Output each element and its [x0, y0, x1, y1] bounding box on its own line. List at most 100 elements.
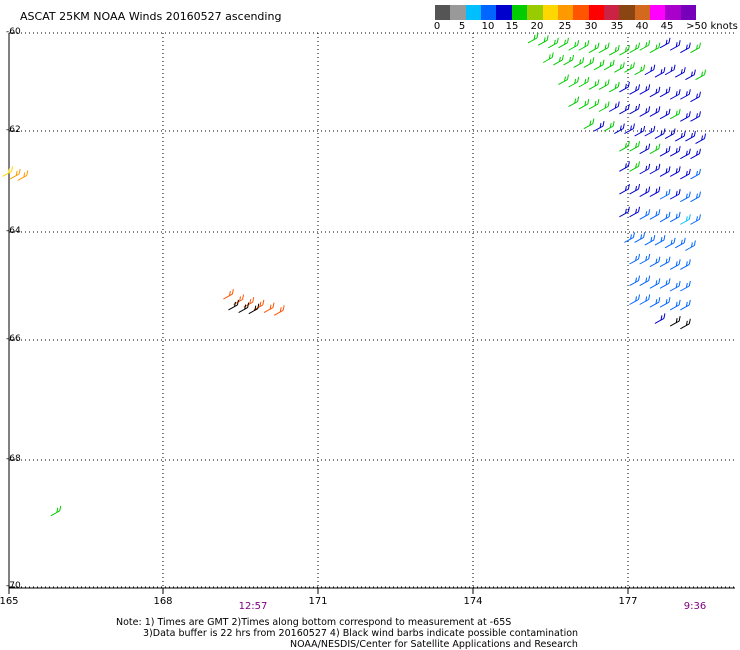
- wind-barb: [639, 253, 651, 265]
- colorbar-label: 0: [433, 21, 441, 32]
- wind-barb: [690, 168, 701, 180]
- wind-barb: [680, 191, 691, 203]
- wind-barb: [634, 232, 646, 243]
- wind-barb: [629, 103, 641, 115]
- wind-barb: [608, 101, 620, 112]
- colorbar-label: 30: [584, 21, 598, 32]
- wind-barb: [629, 84, 641, 95]
- wind-barb: [593, 59, 605, 71]
- lat-tick-label: -68: [6, 454, 21, 464]
- wind-barb: [527, 32, 539, 44]
- wind-barb: [639, 143, 651, 155]
- wind-barb: [629, 141, 641, 152]
- wind-barb: [629, 294, 641, 305]
- wind-barb: [649, 297, 661, 308]
- wind-barb: [629, 183, 641, 195]
- lat-tick-label: -70: [6, 581, 21, 591]
- wind-barb: [669, 40, 681, 51]
- wind-barb: [634, 125, 646, 137]
- wind-barb: [654, 313, 666, 324]
- colorbar-label: 45: [660, 21, 674, 32]
- lat-tick-label: -60: [6, 27, 21, 37]
- wind-barb: [669, 189, 681, 200]
- colorbar-label: 5: [458, 21, 466, 32]
- wind-barb: [619, 81, 630, 93]
- wind-barb: [619, 206, 630, 218]
- colorbar-label: 35: [610, 21, 624, 32]
- colorbar-swatch: [511, 5, 528, 20]
- lon-tick-label: 168: [153, 596, 173, 607]
- wind-barb: [238, 302, 250, 314]
- wind-barb: [50, 505, 62, 517]
- colorbar-swatch: [527, 5, 543, 20]
- wind-barb: [537, 35, 549, 46]
- wind-barb: [273, 305, 285, 316]
- wind-barb: [619, 45, 630, 56]
- wind-barb: [624, 62, 635, 73]
- wind-barb: [695, 133, 707, 145]
- colorbar-swatch: [588, 5, 604, 20]
- wind-barb: [639, 84, 651, 95]
- colorbar-swatch: [481, 5, 497, 20]
- colorbar-swatch: [680, 5, 697, 20]
- wind-barb: [548, 37, 559, 49]
- wind-barb: [614, 123, 625, 134]
- note-line-1: Note: 1) Times are GMT 2)Times along bot…: [116, 617, 512, 628]
- wind-barb: [659, 37, 671, 49]
- wind-barb: [680, 42, 691, 54]
- wind-barb: [664, 128, 676, 139]
- wind-barb: [649, 42, 661, 54]
- colorbar-swatch: [619, 5, 635, 20]
- colorbar-swatch: [465, 5, 482, 20]
- time-label-1: 12:57: [238, 601, 268, 612]
- wind-barb: [568, 76, 580, 88]
- wind-barb: [629, 206, 641, 218]
- wind-barb: [690, 42, 701, 54]
- wind-barb: [669, 259, 681, 270]
- wind-barb: [624, 232, 635, 243]
- colorbar-label: 25: [558, 21, 572, 32]
- colorbar-label: 10: [481, 21, 495, 32]
- wind-barb: [644, 235, 656, 246]
- wind-barbs: [2, 32, 707, 517]
- colorbar-swatch: [650, 5, 666, 20]
- wind-barb: [619, 103, 630, 115]
- lon-tick-label: 171: [308, 596, 328, 607]
- wind-barb: [573, 57, 585, 68]
- wind-barb: [690, 111, 701, 122]
- colorbar-swatch: [557, 5, 574, 20]
- map-grid: [8, 32, 735, 594]
- wind-barb: [639, 106, 651, 117]
- colorbar-swatch: [665, 5, 681, 20]
- wind-barb: [17, 170, 29, 181]
- wind-barb: [690, 148, 701, 160]
- lat-tick-label: -64: [6, 226, 21, 236]
- wind-barb: [685, 69, 696, 81]
- wind-barb: [629, 42, 641, 54]
- wind-barb: [685, 240, 696, 251]
- wind-barb: [619, 161, 630, 172]
- wind-barb: [553, 54, 564, 66]
- wind-barb: [674, 237, 686, 249]
- wind-barb: [598, 42, 610, 54]
- colorbar-swatch: [634, 5, 651, 20]
- wind-barb: [583, 118, 595, 130]
- wind-barb: [639, 40, 651, 51]
- wind-barb: [680, 299, 691, 311]
- wind-barb: [659, 211, 671, 223]
- wind-barb: [680, 111, 691, 122]
- wind-barb: [644, 64, 656, 76]
- wind-barb: [568, 96, 580, 108]
- wind-barb: [654, 235, 666, 246]
- wind-barb: [669, 108, 681, 120]
- wind-barb: [598, 79, 610, 90]
- wind-barb: [680, 148, 691, 160]
- wind-barb: [578, 76, 590, 88]
- wind-barb: [669, 316, 681, 327]
- colorbar-label: 15: [505, 21, 519, 32]
- note-line-3: NOAA/NESDIS/Center for Satellite Applica…: [290, 639, 578, 650]
- wind-barb: [619, 141, 630, 152]
- wind-barb: [690, 191, 701, 203]
- wind-barb: [659, 166, 671, 177]
- wind-barb: [223, 289, 234, 300]
